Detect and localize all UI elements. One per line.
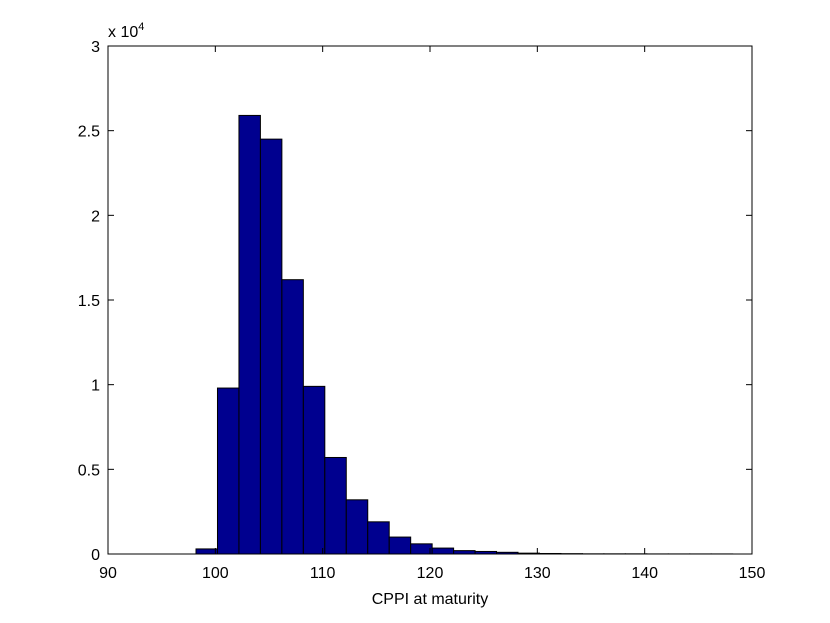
bar	[367, 521, 390, 555]
bar	[431, 547, 455, 555]
y-tick-label: 2.5	[78, 124, 100, 141]
y-tick-label: 0	[91, 547, 100, 564]
bar	[259, 138, 283, 555]
bar	[324, 456, 347, 555]
y-tick-label: 1	[91, 378, 100, 395]
bar	[410, 543, 433, 555]
plot-frame	[107, 45, 753, 555]
y-tick-label: 0.5	[78, 462, 100, 479]
bar	[345, 499, 369, 555]
y-tick-label: 3	[91, 39, 100, 56]
bar	[453, 550, 476, 555]
y-tick-label: 2	[91, 208, 100, 225]
bar	[302, 385, 326, 555]
bar	[281, 279, 304, 555]
x-tick-label: 150	[739, 565, 766, 582]
x-tick-label: 140	[631, 565, 658, 582]
y-tick-label: 1.5	[78, 293, 100, 310]
y-multiplier-base: x 10	[108, 24, 138, 41]
bar	[195, 548, 218, 555]
x-tick-label: 120	[417, 565, 444, 582]
y-multiplier: x 104	[108, 21, 144, 41]
x-tick-label: 100	[202, 565, 229, 582]
y-multiplier-exponent: 4	[138, 21, 144, 33]
x-tick-label: 110	[310, 565, 336, 582]
bar	[238, 114, 261, 555]
x-tick-label: 130	[524, 565, 551, 582]
bar	[216, 387, 240, 555]
x-tick-label: 90	[99, 565, 117, 582]
x-axis-label: CPPI at maturity	[372, 591, 488, 608]
bar	[388, 536, 412, 555]
